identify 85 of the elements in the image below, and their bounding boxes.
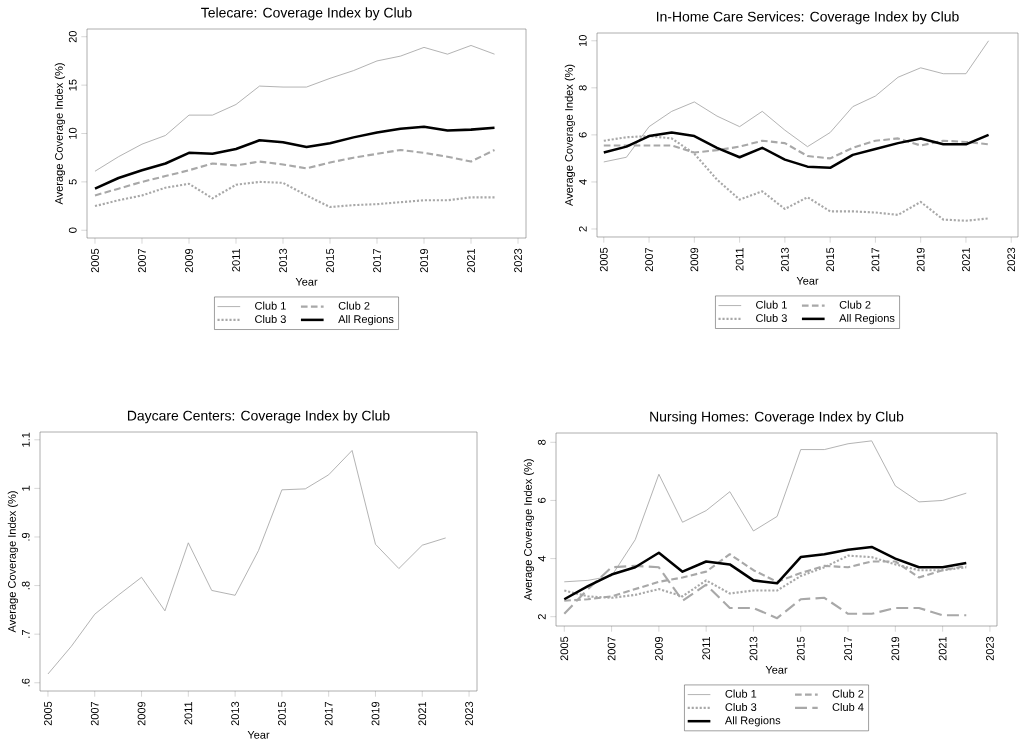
chart-title: Nursing Homes: Coverage Index by Club [650,411,904,425]
x-tick-label: 2013 [279,248,287,273]
y-tick-label: 2 [578,226,587,232]
x-tick-label: 2021 [962,247,970,272]
x-tick-label: 2007 [138,248,146,273]
y-tick-label: 1 [22,485,30,491]
y-tick-label: 6 [578,132,587,138]
x-tick-label: 2015 [796,636,805,661]
x-tick-label: 2019 [916,247,925,272]
chart-title: In-Home Care Services: Coverage Index by Club [656,11,959,25]
x-tick-label: 2021 [938,636,947,661]
x-tick-label: 2023 [1007,247,1016,272]
x-tick-label: 2009 [137,701,146,726]
x-tick-label: 2009 [690,247,699,272]
x-tick-label: 2011 [184,701,193,725]
x-tick-label: 2009 [654,636,663,661]
x-tick-label: 2011 [702,636,711,660]
legend-label: Club 3 [756,313,787,322]
x-tick-label: 2023 [986,636,994,661]
y-tick-label: 1.1 [22,432,30,447]
legend-label: Club 2 [839,300,871,309]
x-tick-label: 2005 [44,701,52,726]
y-tick-label: 15 [68,79,77,91]
x-tick-label: 2015 [826,247,835,272]
x-tick-label: 2005 [91,248,99,273]
y-tick-label: 5 [68,179,77,185]
x-axis-title: Year [765,666,788,674]
x-tick-label: 2013 [749,636,758,661]
legend-label: Club 3 [255,314,286,323]
y-tick-label: .8 [21,581,30,590]
x-tick-label: 2019 [891,636,900,661]
y-tick-label: 4 [538,555,546,562]
legend-label: Club 3 [725,702,757,711]
chart-title: Telecare: Coverage Index by Club [201,7,412,21]
x-tick-label: 2023 [465,701,473,726]
x-tick-label: 2007 [645,247,653,272]
y-tick-label: 8 [578,85,587,91]
x-tick-label: 2017 [844,636,852,661]
x-tick-label: 2021 [418,701,427,726]
x-tick-label: 2017 [324,701,333,726]
y-tick-label: 4 [579,179,587,185]
y-tick-label: .7 [22,630,30,638]
x-tick-label: 2023 [514,248,522,273]
x-axis-title: Year [796,277,819,285]
y-axis-title: Average Coverage Index (%) [7,491,19,633]
x-tick-label: 2007 [90,701,99,726]
y-axis-title: Average Coverage Index (%) [54,63,66,205]
legend-label: All Regions [338,314,394,326]
legend-label: Club 2 [338,301,370,310]
x-tick-label: 2013 [231,701,240,726]
y-axis-title: Average Coverage Index (%) [564,64,576,206]
legend-label: Club 1 [725,689,757,698]
x-tick-label: 2021 [467,248,475,273]
x-tick-label: 2019 [371,701,380,726]
x-tick-label: 2011 [232,248,240,272]
x-tick-label: 2015 [278,701,286,726]
x-axis-title: Year [247,731,270,739]
y-tick-label: .9 [21,532,30,541]
y-tick-label: .6 [21,678,30,687]
x-axis-title: Year [295,278,318,286]
x-tick-label: 2011 [735,247,744,271]
chart-title: Daycare Centers: Coverage Index by Club [127,410,390,424]
y-tick-label: 10 [578,35,587,47]
y-tick-label: 8 [537,439,546,445]
legend-label: All Regions [724,716,781,727]
x-tick-label: 2005 [599,247,608,272]
legend-label: Club 1 [756,300,787,309]
x-tick-label: 2005 [560,636,569,661]
x-tick-label: 2013 [780,247,789,272]
x-tick-label: 2007 [607,636,616,661]
x-tick-label: 2017 [373,248,381,273]
y-tick-label: 0 [68,227,77,233]
x-tick-label: 2019 [420,248,428,273]
legend-label: Club 4 [832,702,864,711]
y-tick-label: 20 [68,31,77,43]
x-tick-label: 2015 [326,248,334,273]
y-tick-label: 2 [537,614,546,620]
y-axis-title: Average Coverage Index (%) [523,459,535,601]
legend-label: Club 1 [255,301,286,310]
x-tick-label: 2017 [871,247,880,272]
y-tick-label: 6 [537,497,546,503]
legend-label: Club 2 [832,689,864,698]
y-tick-label: 10 [68,127,77,139]
x-tick-label: 2009 [185,248,193,273]
legend-label: All Regions [839,313,895,325]
